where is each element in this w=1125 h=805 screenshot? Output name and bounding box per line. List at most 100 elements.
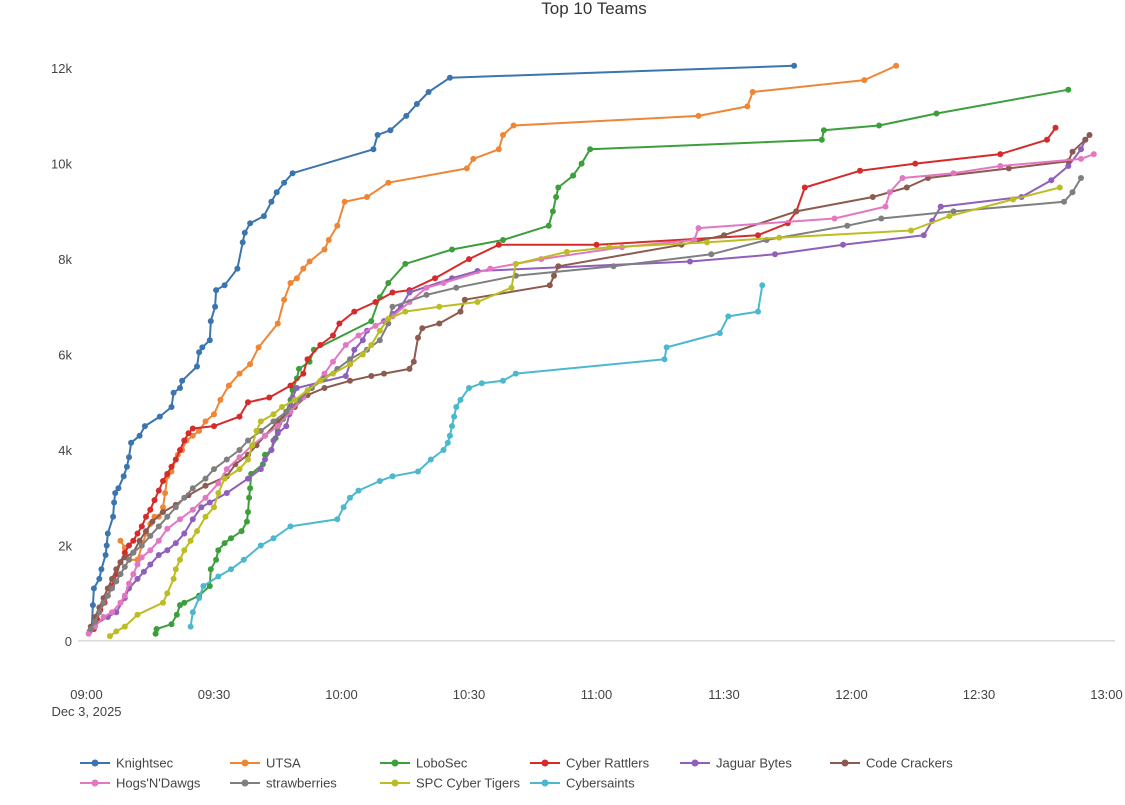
data-point[interactable] (347, 494, 353, 501)
data-point[interactable] (155, 523, 162, 530)
data-point[interactable] (444, 439, 451, 446)
data-point[interactable] (1052, 124, 1059, 131)
data-point[interactable] (355, 332, 362, 339)
data-point[interactable] (389, 303, 396, 310)
data-point[interactable] (695, 112, 702, 119)
data-point[interactable] (376, 327, 383, 334)
data-point[interactable] (1078, 155, 1084, 162)
data-point[interactable] (147, 506, 154, 513)
data-point[interactable] (721, 232, 727, 239)
data-point[interactable] (147, 532, 154, 539)
data-point[interactable] (111, 499, 118, 506)
legend-item[interactable]: strawberries (230, 776, 337, 791)
data-point[interactable] (347, 356, 353, 363)
data-point[interactable] (85, 630, 92, 637)
data-point[interactable] (403, 112, 410, 119)
data-point[interactable] (453, 404, 460, 410)
data-point[interactable] (100, 614, 107, 620)
data-point[interactable] (402, 260, 409, 267)
data-point[interactable] (128, 439, 135, 446)
data-point[interactable] (432, 275, 438, 282)
data-point[interactable] (950, 208, 957, 215)
data-point[interactable] (478, 380, 485, 387)
data-point[interactable] (474, 299, 481, 305)
legend-item[interactable]: Cybersaints (530, 776, 635, 791)
data-point[interactable] (423, 291, 430, 298)
data-point[interactable] (236, 454, 243, 461)
data-point[interactable] (593, 241, 600, 248)
data-point[interactable] (189, 425, 196, 432)
data-point[interactable] (355, 487, 362, 494)
data-point[interactable] (172, 566, 179, 573)
data-point[interactable] (189, 485, 196, 492)
data-point[interactable] (211, 423, 217, 430)
data-point[interactable] (287, 382, 294, 389)
data-point[interactable] (153, 626, 160, 632)
data-point[interactable] (96, 575, 103, 582)
data-point[interactable] (245, 399, 251, 406)
data-point[interactable] (96, 609, 103, 616)
data-point[interactable] (423, 284, 430, 291)
data-point[interactable] (878, 215, 885, 222)
data-point[interactable] (236, 370, 243, 377)
data-point[interactable] (281, 179, 288, 186)
data-point[interactable] (937, 203, 944, 210)
data-point[interactable] (287, 280, 294, 286)
data-point[interactable] (997, 163, 1004, 169)
series-jaguar-bytes[interactable] (86, 136, 1089, 635)
data-point[interactable] (555, 184, 562, 191)
data-point[interactable] (268, 198, 275, 205)
data-point[interactable] (113, 578, 120, 585)
data-point[interactable] (281, 296, 288, 303)
data-point[interactable] (546, 282, 553, 289)
data-point[interactable] (336, 320, 343, 327)
data-point[interactable] (120, 473, 127, 480)
data-point[interactable] (239, 239, 246, 246)
data-point[interactable] (1069, 189, 1076, 196)
data-point[interactable] (100, 599, 107, 606)
data-point[interactable] (266, 394, 273, 401)
data-point[interactable] (172, 540, 179, 547)
data-point[interactable] (123, 463, 130, 470)
data-point[interactable] (221, 475, 228, 482)
data-point[interactable] (187, 537, 194, 544)
data-point[interactable] (270, 535, 277, 542)
data-point[interactable] (876, 122, 883, 129)
data-point[interactable] (247, 485, 254, 492)
data-point[interactable] (249, 442, 256, 449)
legend-item[interactable]: Jaguar Bytes (680, 756, 792, 771)
data-point[interactable] (321, 246, 328, 253)
data-point[interactable] (198, 504, 205, 511)
data-point[interactable] (136, 537, 143, 544)
data-point[interactable] (289, 170, 296, 177)
data-point[interactable] (136, 432, 143, 439)
data-point[interactable] (296, 365, 302, 372)
data-point[interactable] (221, 540, 228, 547)
data-point[interactable] (234, 265, 241, 272)
data-point[interactable] (189, 516, 196, 523)
data-point[interactable] (247, 220, 254, 227)
data-point[interactable] (325, 237, 332, 243)
data-point[interactable] (406, 289, 413, 296)
data-point[interactable] (98, 566, 105, 573)
data-point[interactable] (134, 561, 141, 568)
data-point[interactable] (202, 494, 209, 501)
data-point[interactable] (342, 342, 349, 348)
data-point[interactable] (90, 585, 97, 592)
data-point[interactable] (228, 535, 234, 542)
legend-item[interactable]: LoboSec (380, 756, 468, 771)
data-point[interactable] (1044, 136, 1050, 143)
data-point[interactable] (512, 260, 519, 267)
data-point[interactable] (330, 370, 336, 377)
data-point[interactable] (104, 530, 111, 537)
data-point[interactable] (370, 146, 377, 153)
data-point[interactable] (202, 513, 209, 520)
data-point[interactable] (663, 344, 670, 351)
data-point[interactable] (199, 344, 206, 351)
data-point[interactable] (245, 475, 251, 482)
data-point[interactable] (899, 175, 906, 181)
data-point[interactable] (117, 599, 124, 606)
data-point[interactable] (791, 62, 798, 69)
data-point[interactable] (869, 194, 876, 200)
data-point[interactable] (215, 573, 222, 580)
